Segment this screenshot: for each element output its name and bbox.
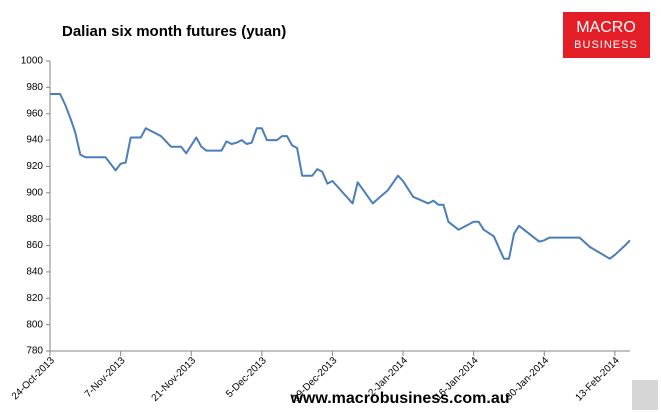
- y-tick-label: 980: [26, 82, 43, 93]
- y-tick-label: 860: [26, 240, 43, 251]
- x-tick-label: 5-Dec-2013: [224, 355, 269, 400]
- chart-title: Dalian six month futures (yuan): [62, 23, 286, 40]
- footer: www.macrobusiness.com.au: [289, 390, 509, 407]
- y-tick-label: 800: [26, 319, 43, 330]
- x-tick-label: 24-Oct-2013: [10, 355, 57, 402]
- y-tick-label: 920: [26, 161, 43, 172]
- wolf-icon: [632, 380, 658, 410]
- y-tick-label: 1000: [21, 56, 44, 67]
- x-tick-label: 30-Jan-2014: [504, 355, 552, 403]
- y-tick-label: 940: [26, 135, 43, 146]
- logo-text: BUSINESS: [574, 39, 638, 51]
- x-tick-label: 13-Feb-2014: [574, 355, 623, 404]
- y-tick-label: 840: [26, 267, 43, 278]
- logo-text: MACRO: [576, 19, 636, 36]
- y-tick-label: 820: [26, 293, 43, 304]
- y-tick-label: 900: [26, 187, 43, 198]
- plot: 780 800 820 840 860 880 900 920 940 960 980 1000 24-…: [10, 56, 631, 404]
- y-tick-label: 780: [26, 346, 43, 357]
- x-tick-label: 7-Nov-2013: [83, 355, 128, 400]
- y-tick-label: 960: [26, 108, 43, 119]
- y-tick-label: 880: [26, 214, 43, 225]
- logo-box: [563, 12, 650, 58]
- x-tick-label: 21-Nov-2013: [150, 355, 199, 404]
- line: [50, 93, 631, 260]
